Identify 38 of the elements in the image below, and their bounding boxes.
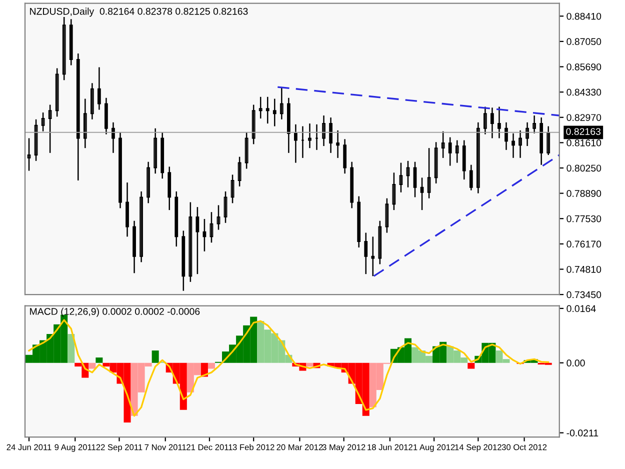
bar xyxy=(96,358,103,363)
bar xyxy=(306,362,314,366)
x-tick-label: 22 Sep 2011 xyxy=(96,444,142,452)
y-tick-label: 0.78890 xyxy=(566,190,602,197)
y-tick-label: 0.87050 xyxy=(566,38,602,46)
x-tick-label: 7 Nov 2011 xyxy=(144,444,186,450)
x-tick-label: 1 Aug 2012 xyxy=(414,444,455,452)
x-tick-label: 30 Oct 2012 xyxy=(502,444,547,450)
y-tick-label: 0.74810 xyxy=(566,266,602,273)
y-tick-label: 0.85690 xyxy=(566,63,602,70)
bar xyxy=(68,334,75,363)
y-tick-label: 0.84330 xyxy=(566,88,602,96)
y-tick-label: 0.80250 xyxy=(566,164,602,172)
bar xyxy=(152,350,159,363)
x-tick-label: 9 Aug 2011 xyxy=(54,444,96,452)
x-tick-label: 18 Jun 2012 xyxy=(368,444,412,450)
bar xyxy=(208,362,215,369)
y-tick-label: 0.73450 xyxy=(566,291,602,298)
y-tick-label: 0.81610 xyxy=(566,139,602,146)
ref-line-label: 0.82163 xyxy=(566,128,601,135)
x-tick-label: 3 May 2012 xyxy=(322,444,366,452)
y-tick-label: 0.76170 xyxy=(566,240,602,248)
x-tick-label: 24 Jun 2011 xyxy=(6,444,52,450)
y-tick-label: -0.0211 xyxy=(566,430,598,436)
x-tick-label: 3 Feb 2012 xyxy=(232,444,274,450)
bar xyxy=(88,362,96,369)
x-tick-label: 21 Dec 2011 xyxy=(186,444,232,450)
line-series xyxy=(28,319,550,417)
chart-title: NZDUSD,Daily 0.82164 0.82378 0.82125 0.82163 xyxy=(30,8,248,17)
y-tick-label: 0.88410 xyxy=(566,12,602,20)
y-tick-label: 0.82970 xyxy=(566,114,602,121)
bar xyxy=(468,362,475,369)
y-tick-label: 0.0164 xyxy=(566,305,596,312)
y-tick-label: 0.00 xyxy=(566,360,585,366)
x-tick-label: 14 Sep 2012 xyxy=(455,444,502,452)
x-tick-label: 20 Mar 2012 xyxy=(276,444,323,450)
chart-title: MACD (12,26,9) 0.0002 0.0002 -0.0006 xyxy=(30,308,200,317)
y-tick-label: 0.77530 xyxy=(566,215,602,222)
